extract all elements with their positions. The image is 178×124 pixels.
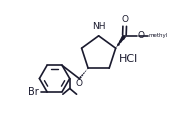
Polygon shape [116, 34, 126, 48]
Polygon shape [83, 72, 85, 74]
Text: NH: NH [92, 22, 105, 31]
Text: O: O [75, 79, 83, 88]
Text: methyl: methyl [149, 33, 168, 38]
Polygon shape [87, 68, 88, 70]
Text: O: O [121, 15, 128, 24]
Polygon shape [81, 74, 83, 77]
Text: HCl: HCl [119, 54, 139, 64]
Text: O: O [137, 31, 144, 40]
Polygon shape [85, 70, 87, 72]
Polygon shape [79, 76, 82, 79]
Text: Br: Br [28, 87, 39, 97]
